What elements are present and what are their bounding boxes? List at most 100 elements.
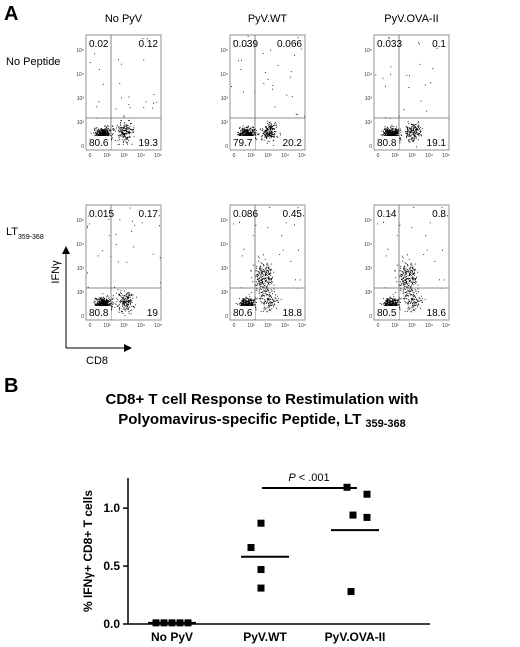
- plot-tick-label: 10²: [247, 323, 255, 329]
- plot-tick-label: 10⁴: [281, 153, 289, 159]
- plot-tick-label: 0: [81, 314, 84, 320]
- quadrant-value: 0.17: [139, 209, 159, 220]
- plot-tick-label: 10⁵: [442, 153, 450, 159]
- column-header: PyV.OVA-II: [384, 13, 438, 25]
- y-tick-label: 0.5: [103, 559, 120, 573]
- quadrant-value: 18.8: [283, 308, 303, 319]
- plot-tick-label: 10³: [408, 153, 416, 159]
- label-box: [87, 306, 111, 319]
- event-dots: [375, 37, 438, 149]
- event-dots: [377, 207, 448, 319]
- label-box: [139, 306, 160, 319]
- axis-label: IFNγ: [50, 260, 62, 284]
- quadrant-value: 0.45: [283, 209, 303, 220]
- plot-tick-label: 10⁵: [298, 153, 306, 159]
- plot-tick-label: 10³: [264, 153, 272, 159]
- plot-frame: [85, 34, 162, 151]
- plot-tick-label: 10⁴: [425, 153, 433, 159]
- quadrant-value: 80.6: [233, 308, 253, 319]
- plot-tick-label: 0: [377, 153, 380, 159]
- arrow-head: [62, 246, 70, 254]
- data-point: [363, 513, 371, 521]
- y-tick-label: 0.0: [103, 617, 120, 631]
- quadrant-value: 0.14: [377, 209, 397, 220]
- quadrant-value: 80.8: [377, 138, 397, 149]
- plot-tick-label: 10⁵: [76, 48, 84, 54]
- row-label-text: No Peptide: [6, 56, 60, 68]
- plot-tick-label: 0: [369, 314, 372, 320]
- quadrant-value: 80.5: [377, 308, 397, 319]
- plot-tick-label: 10²: [77, 120, 85, 126]
- plot-tick-label: 10³: [77, 96, 85, 102]
- label-box: [87, 136, 111, 149]
- quadrant-value: 0.015: [89, 209, 114, 220]
- plot-tick-label: 10⁵: [220, 218, 228, 224]
- plot-tick-label: 0: [81, 144, 84, 150]
- data-point: [247, 544, 255, 552]
- plot-tick-label: 10³: [221, 266, 229, 272]
- plot-tick-label: 10²: [221, 290, 229, 296]
- plot-tick-label: 10⁵: [298, 323, 306, 329]
- panel-label: B: [4, 375, 18, 397]
- plot-tick-label: 0: [369, 144, 372, 150]
- column-header: PyV.WT: [248, 13, 288, 25]
- row-label-subscript: 359-368: [18, 234, 44, 241]
- plot-tick-label: 0: [225, 144, 228, 150]
- plot-tick-label: 0: [233, 153, 236, 159]
- plot-tick-label: 10²: [221, 120, 229, 126]
- quadrant-value: 0.02: [89, 39, 109, 50]
- significance-label: P < .001: [288, 472, 329, 484]
- plot-frame: [229, 34, 306, 151]
- p-text: < .001: [299, 472, 330, 484]
- plot-tick-label: 10²: [365, 290, 373, 296]
- plot-tick-label: 10³: [221, 96, 229, 102]
- plot-frame: [85, 204, 162, 321]
- p-symbol: P: [288, 472, 296, 484]
- plot-tick-label: 10⁵: [364, 218, 372, 224]
- plot-tick-label: 10³: [77, 266, 85, 272]
- plot-tick-label: 10²: [103, 153, 111, 159]
- plot-tick-label: 10⁵: [364, 48, 372, 54]
- plot-tick-label: 10⁵: [154, 153, 162, 159]
- chart-title-text: Polyomavirus-specific Peptide, LT: [118, 411, 361, 428]
- data-point: [257, 519, 265, 527]
- x-tick-label: No PyV: [151, 630, 193, 644]
- label-box: [283, 306, 304, 319]
- plot-tick-label: 10³: [120, 323, 128, 329]
- axis-label: CD8: [86, 355, 108, 367]
- x-tick-label: PyV.WT: [243, 630, 287, 644]
- row-label: No Peptide: [6, 56, 60, 68]
- quadrant-value: 80.8: [89, 308, 109, 319]
- data-point: [257, 566, 265, 574]
- plot-tick-label: 10⁵: [76, 218, 84, 224]
- plot-tick-label: 10⁴: [137, 153, 145, 159]
- event-dots: [231, 36, 305, 147]
- chart-title: Polyomavirus-specific Peptide, LT 359-368: [118, 411, 406, 430]
- plot-tick-label: 0: [233, 323, 236, 329]
- row-label: LT359-368: [6, 226, 44, 241]
- quadrant-value: 0.12: [139, 39, 159, 50]
- plot-tick-label: 10²: [103, 323, 111, 329]
- arrow-head: [124, 344, 132, 352]
- panel-label: A: [4, 3, 18, 25]
- quadrant-value: 0.039: [233, 39, 258, 50]
- plot-tick-label: 10⁵: [442, 323, 450, 329]
- y-axis-label: % IFNγ+ CD8+ T cells: [81, 490, 95, 612]
- plot-tick-label: 10⁴: [425, 323, 433, 329]
- quadrant-value: 80.6: [89, 138, 109, 149]
- chart-title-subscript: 359-368: [365, 418, 405, 430]
- plot-tick-label: 10²: [247, 153, 255, 159]
- quadrant-value: 19: [147, 308, 159, 319]
- plot-tick-label: 0: [225, 314, 228, 320]
- plot-tick-label: 10³: [408, 323, 416, 329]
- plot-tick-label: 10⁴: [76, 72, 84, 78]
- column-header: No PyV: [105, 13, 143, 25]
- plot-tick-label: 10⁴: [281, 323, 289, 329]
- plot-tick-label: 10³: [120, 153, 128, 159]
- plot-tick-label: 10³: [365, 96, 373, 102]
- quadrant-value: 19.1: [427, 138, 447, 149]
- plot-frame: [373, 204, 450, 321]
- data-point: [347, 588, 355, 596]
- event-dots: [89, 38, 158, 148]
- label-box: [427, 306, 448, 319]
